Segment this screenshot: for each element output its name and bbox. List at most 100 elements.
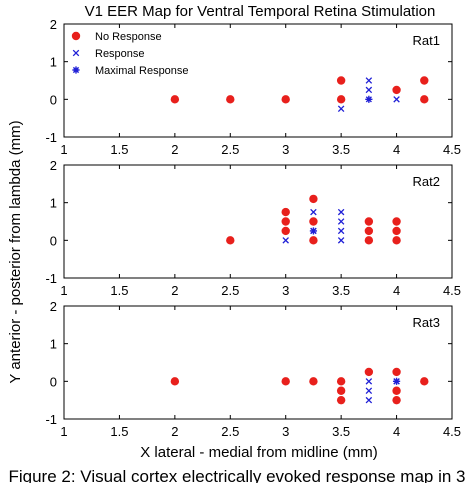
y-tick-label: 1 — [50, 55, 57, 70]
data-point-response — [337, 208, 345, 216]
data-point-no-response — [281, 226, 290, 236]
data-point-response — [365, 387, 373, 395]
data-point-response — [365, 77, 373, 84]
data-point-no-response — [392, 236, 401, 245]
legend-marker — [71, 31, 81, 41]
y-tick-label: -1 — [45, 271, 57, 286]
x-tick-label: 1.5 — [110, 283, 128, 298]
legend-entry: Response — [95, 48, 145, 60]
x-tick-label: 3 — [282, 424, 289, 439]
data-point-no-response — [392, 226, 401, 236]
y-tick-label: 0 — [50, 92, 57, 107]
panel-label: Rat3 — [413, 315, 440, 330]
x-axis-label: X lateral - medial from midline (mm) — [140, 444, 378, 461]
x-tick-label: 4.5 — [443, 283, 461, 298]
legend: No Response Response Maximal Response — [71, 31, 189, 77]
data-point-response — [337, 227, 345, 235]
y-tick-label: -1 — [45, 412, 57, 427]
x-tick-label: 2 — [171, 142, 178, 157]
x-tick-label: 4 — [393, 142, 400, 157]
data-point-no-response — [309, 236, 318, 245]
panel-rat1: 1 1.5 2 2.5 3 3.5 4 4.5 -1 0 1 2 Rat1 No Response Resp… — [45, 17, 461, 157]
y-tick-label: 1 — [50, 196, 57, 211]
panel-label: Rat2 — [413, 174, 440, 189]
legend-entry: No Response — [95, 31, 162, 43]
data-point-no-response — [336, 95, 346, 104]
x-tick-label: 4 — [393, 283, 400, 298]
chart-title: V1 EER Map for Ventral Temporal Retina S… — [85, 3, 436, 20]
x-tick-label: 3.5 — [332, 283, 350, 298]
y-tick-label: 0 — [50, 374, 57, 389]
x-tick-label: 3 — [282, 142, 289, 157]
data-point-no-response — [281, 217, 290, 226]
data-point-response — [393, 96, 400, 103]
legend-entry: Maximal Response — [95, 65, 189, 77]
y-tick-label: 2 — [50, 158, 57, 173]
data-point-no-response — [392, 395, 401, 405]
legend-marker — [72, 49, 80, 57]
data-point-response — [365, 86, 373, 94]
data-point-response — [365, 396, 373, 404]
legend-marker — [72, 66, 80, 74]
data-point-no-response — [392, 367, 401, 377]
data-point-no-response — [281, 95, 290, 104]
data-point-no-response — [364, 236, 374, 245]
data-point-response — [337, 105, 345, 113]
x-tick-label: 1.5 — [110, 142, 128, 157]
plot-frame — [63, 164, 453, 279]
data-point-no-response — [336, 395, 346, 405]
x-tick-label: 1 — [60, 142, 67, 157]
y-axis-label: Y anterior - posterior from lambda (mm) — [7, 120, 24, 383]
data-point-no-response — [309, 194, 318, 204]
data-point-no-response — [392, 217, 401, 226]
data-point-no-response — [170, 95, 180, 104]
data-point-response — [365, 378, 373, 385]
data-point-no-response — [281, 377, 290, 386]
data-point-response — [310, 208, 317, 216]
data-point-no-response — [392, 85, 401, 95]
figure-caption: Figure 2: Visual cortex electrically evo… — [8, 467, 465, 483]
data-point-no-response — [336, 377, 346, 386]
data-point-no-response — [364, 367, 374, 377]
data-point-no-response — [364, 226, 374, 236]
data-point-no-response — [309, 377, 318, 386]
x-tick-label: 3.5 — [332, 142, 350, 157]
x-tick-label: 2 — [171, 283, 178, 298]
x-tick-label: 3 — [282, 283, 289, 298]
x-tick-label: 3.5 — [332, 424, 350, 439]
y-tick-label: 0 — [50, 233, 57, 248]
x-tick-label: 4 — [393, 424, 400, 439]
x-tick-label: 4.5 — [443, 142, 461, 157]
y-tick-label: -1 — [45, 130, 57, 145]
data-point-no-response — [364, 217, 374, 226]
y-tick-label: 2 — [50, 299, 57, 314]
data-point-no-response — [420, 95, 429, 104]
y-tick-label: 2 — [50, 17, 57, 32]
panel-label: Rat1 — [413, 33, 440, 48]
x-tick-label: 2.5 — [221, 283, 239, 298]
x-tick-label: 1 — [60, 283, 67, 298]
data-point-response — [282, 237, 289, 244]
x-tick-label: 2.5 — [221, 142, 239, 157]
data-point-no-response — [226, 236, 235, 245]
data-point-maximal-response — [365, 95, 373, 103]
panel-rat2: 1 1.5 2 2.5 3 3.5 4 4.5 -1 0 1 2 Rat2 — [45, 158, 461, 298]
plot-frame — [63, 23, 453, 138]
x-tick-label: 4.5 — [443, 424, 461, 439]
x-tick-label: 2.5 — [221, 424, 239, 439]
data-point-no-response — [336, 386, 346, 395]
data-point-no-response — [309, 217, 318, 226]
data-point-no-response — [392, 386, 401, 395]
data-point-no-response — [336, 76, 346, 85]
data-point-response — [337, 237, 345, 244]
y-tick-label: 1 — [50, 337, 57, 352]
x-tick-label: 1 — [60, 424, 67, 439]
data-point-no-response — [420, 76, 429, 85]
x-tick-label: 2 — [171, 424, 178, 439]
data-point-no-response — [281, 207, 290, 217]
data-point-maximal-response — [392, 377, 401, 385]
data-point-no-response — [226, 95, 235, 104]
panel-rat3: 1 1.5 2 2.5 3 3.5 4 4.5 -1 0 1 2 Rat3 — [45, 299, 461, 439]
data-point-no-response — [170, 377, 180, 386]
